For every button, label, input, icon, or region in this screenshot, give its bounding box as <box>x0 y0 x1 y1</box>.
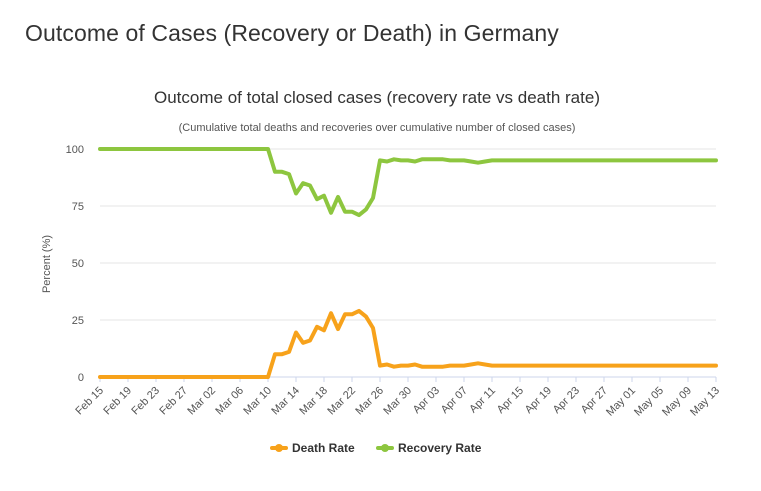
page-heading: Outcome of Cases (Recovery or Death) in … <box>25 20 559 46</box>
x-tick-label: Apr 03 <box>411 385 442 416</box>
x-tick-label: May 05 <box>632 385 666 419</box>
chart-title: Outcome of total closed cases (recovery … <box>154 88 600 107</box>
series-line-death-rate <box>98 308 718 379</box>
x-tick-label: Mar 18 <box>297 385 330 418</box>
legend-marker-recovery-rate <box>381 444 389 452</box>
legend-label-death-rate: Death Rate <box>292 441 355 455</box>
x-tick-label: Feb 19 <box>101 385 134 418</box>
x-tick-label: Mar 30 <box>381 385 414 418</box>
y-tick-label: 25 <box>72 315 84 327</box>
x-tick-label: Mar 22 <box>325 385 358 418</box>
x-tick-label: Mar 02 <box>185 385 218 418</box>
x-tick-label: Mar 14 <box>269 385 302 418</box>
x-tick-label: May 09 <box>660 385 694 419</box>
legend: Death Rate Recovery Rate <box>270 441 482 455</box>
x-tick-label: Apr 23 <box>551 385 582 416</box>
y-tick-label: 75 <box>72 201 84 213</box>
x-tick-label: Apr 19 <box>523 385 554 416</box>
y-axis-ticks: 0 25 50 75 100 <box>66 144 84 384</box>
x-tick-label: Mar 26 <box>353 385 386 418</box>
legend-label-recovery-rate: Recovery Rate <box>398 441 482 455</box>
series-lines <box>98 147 718 379</box>
x-tick-label: Mar 10 <box>241 385 274 418</box>
x-tick-label: Feb 15 <box>73 385 106 418</box>
y-tick-label: 100 <box>66 144 84 156</box>
y-tick-label: 50 <box>72 258 84 270</box>
series-line-recovery-rate <box>98 147 718 218</box>
y-axis-title: Percent (%) <box>41 235 53 293</box>
legend-marker-death-rate <box>275 444 283 452</box>
x-tick-label: Apr 15 <box>495 385 526 416</box>
x-tick-label: May 13 <box>688 385 722 419</box>
x-tick-label: Feb 23 <box>129 385 162 418</box>
x-tick-label: Mar 06 <box>213 385 246 418</box>
x-tick-label: Apr 11 <box>467 385 498 416</box>
gridlines <box>100 148 716 321</box>
x-tick-label: Apr 07 <box>439 385 470 416</box>
chart-subtitle: (Cumulative total deaths and recoveries … <box>179 122 576 134</box>
y-tick-label: 0 <box>78 372 84 384</box>
x-tick-label: May 01 <box>604 385 638 419</box>
x-tick-label: Feb 27 <box>157 385 190 418</box>
